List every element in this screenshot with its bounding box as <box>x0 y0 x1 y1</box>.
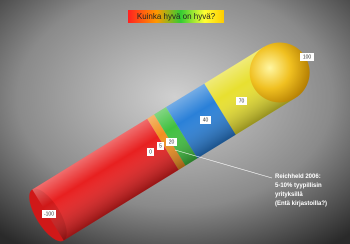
label: 40 <box>203 117 209 123</box>
label: 0 <box>149 149 152 155</box>
title: Kuinka hyvä on hyvä? <box>137 12 216 21</box>
label: 70 <box>239 98 245 104</box>
annotation-line: 5-10% tyypillisin <box>275 183 322 189</box>
label: 20 <box>169 139 175 145</box>
slide: Kuinka hyvä on hyvä? -100 0 5 20 40 70 1… <box>0 0 350 244</box>
annotation-line: Reichheld 2006: <box>275 174 321 180</box>
label: 5 <box>159 143 162 149</box>
label: 100 <box>303 54 312 60</box>
label: -100 <box>44 211 54 217</box>
annotation-line: yrityksillä <box>275 192 303 198</box>
annotation-line: (Entä kirjastoilla?) <box>275 201 327 207</box>
